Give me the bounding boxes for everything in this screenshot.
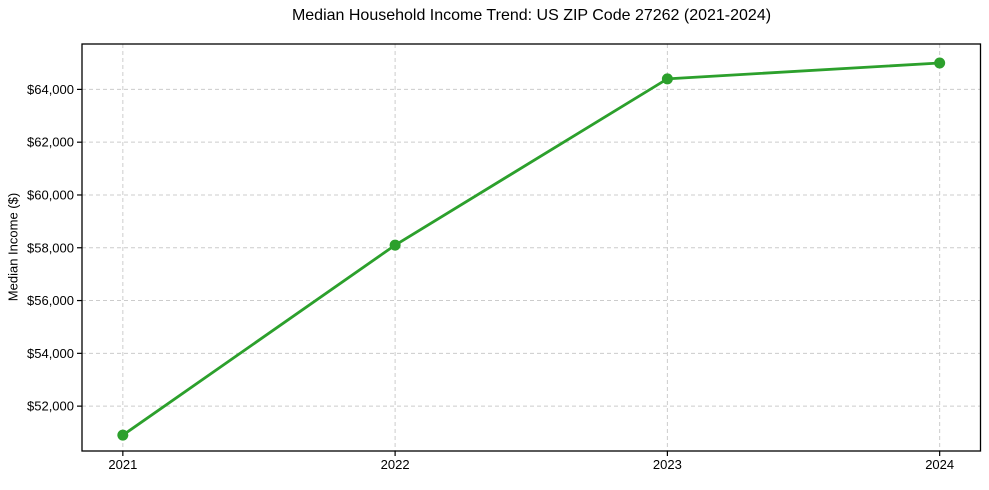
data-point-marker — [389, 239, 401, 251]
x-tick-label: 2023 — [653, 457, 682, 472]
data-point-marker — [117, 429, 129, 441]
y-tick-label: $60,000 — [27, 187, 74, 202]
data-point-marker — [661, 73, 673, 85]
income-trend-line — [121, 61, 942, 437]
x-tick-label: 2022 — [381, 457, 410, 472]
chart-title: Median Household Income Trend: US ZIP Co… — [291, 7, 772, 24]
y-tick-label: $62,000 — [27, 135, 74, 150]
x-tick-label: 2024 — [925, 457, 954, 472]
y-tick-label: $58,000 — [27, 240, 74, 255]
y-tick-label: $54,000 — [27, 346, 74, 361]
data-point-marker — [934, 57, 946, 69]
y-tick-label: $56,000 — [27, 293, 74, 308]
y-tick-label: $52,000 — [27, 399, 74, 414]
y-tick-label: $64,000 — [27, 82, 74, 97]
axes-border — [81, 43, 982, 452]
x-tick-label: 2021 — [108, 457, 137, 472]
